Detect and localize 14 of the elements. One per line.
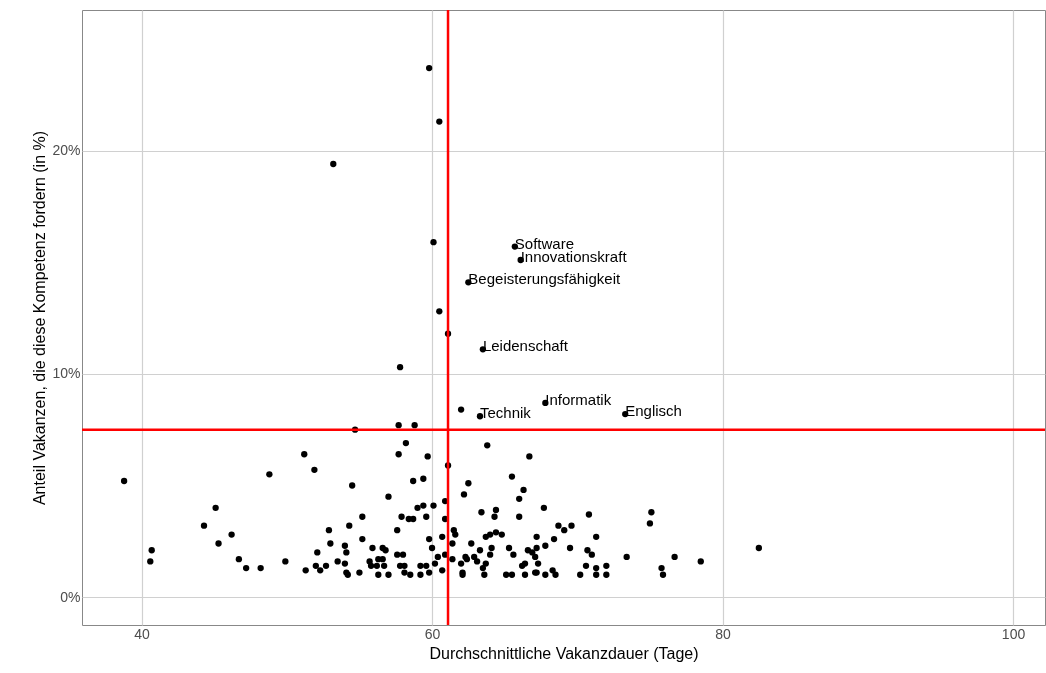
x-axis-title: Durchschnittliche Vakanzdauer (Tage) (429, 644, 699, 662)
annotation: Informatik (545, 390, 612, 408)
annotation: Englisch (625, 402, 682, 420)
annotation: Technik (479, 404, 532, 422)
y-tick-label: 20% (52, 142, 81, 159)
annotation: Begeisterungsfähigkeit (468, 270, 621, 288)
x-tick-label: 100 (1001, 625, 1026, 642)
x-tick-label: 40 (134, 625, 151, 642)
y-axis-title: Anteil Vakanzen, die diese Kompetenz fordern (in %) (31, 130, 49, 506)
x-tick-label: 80 (715, 625, 732, 642)
y-tick-label: 10% (52, 365, 81, 382)
x-tick-label: 60 (424, 625, 441, 642)
y-tick-label: 0% (60, 588, 81, 605)
annotation: Leidenschaft (482, 337, 569, 355)
